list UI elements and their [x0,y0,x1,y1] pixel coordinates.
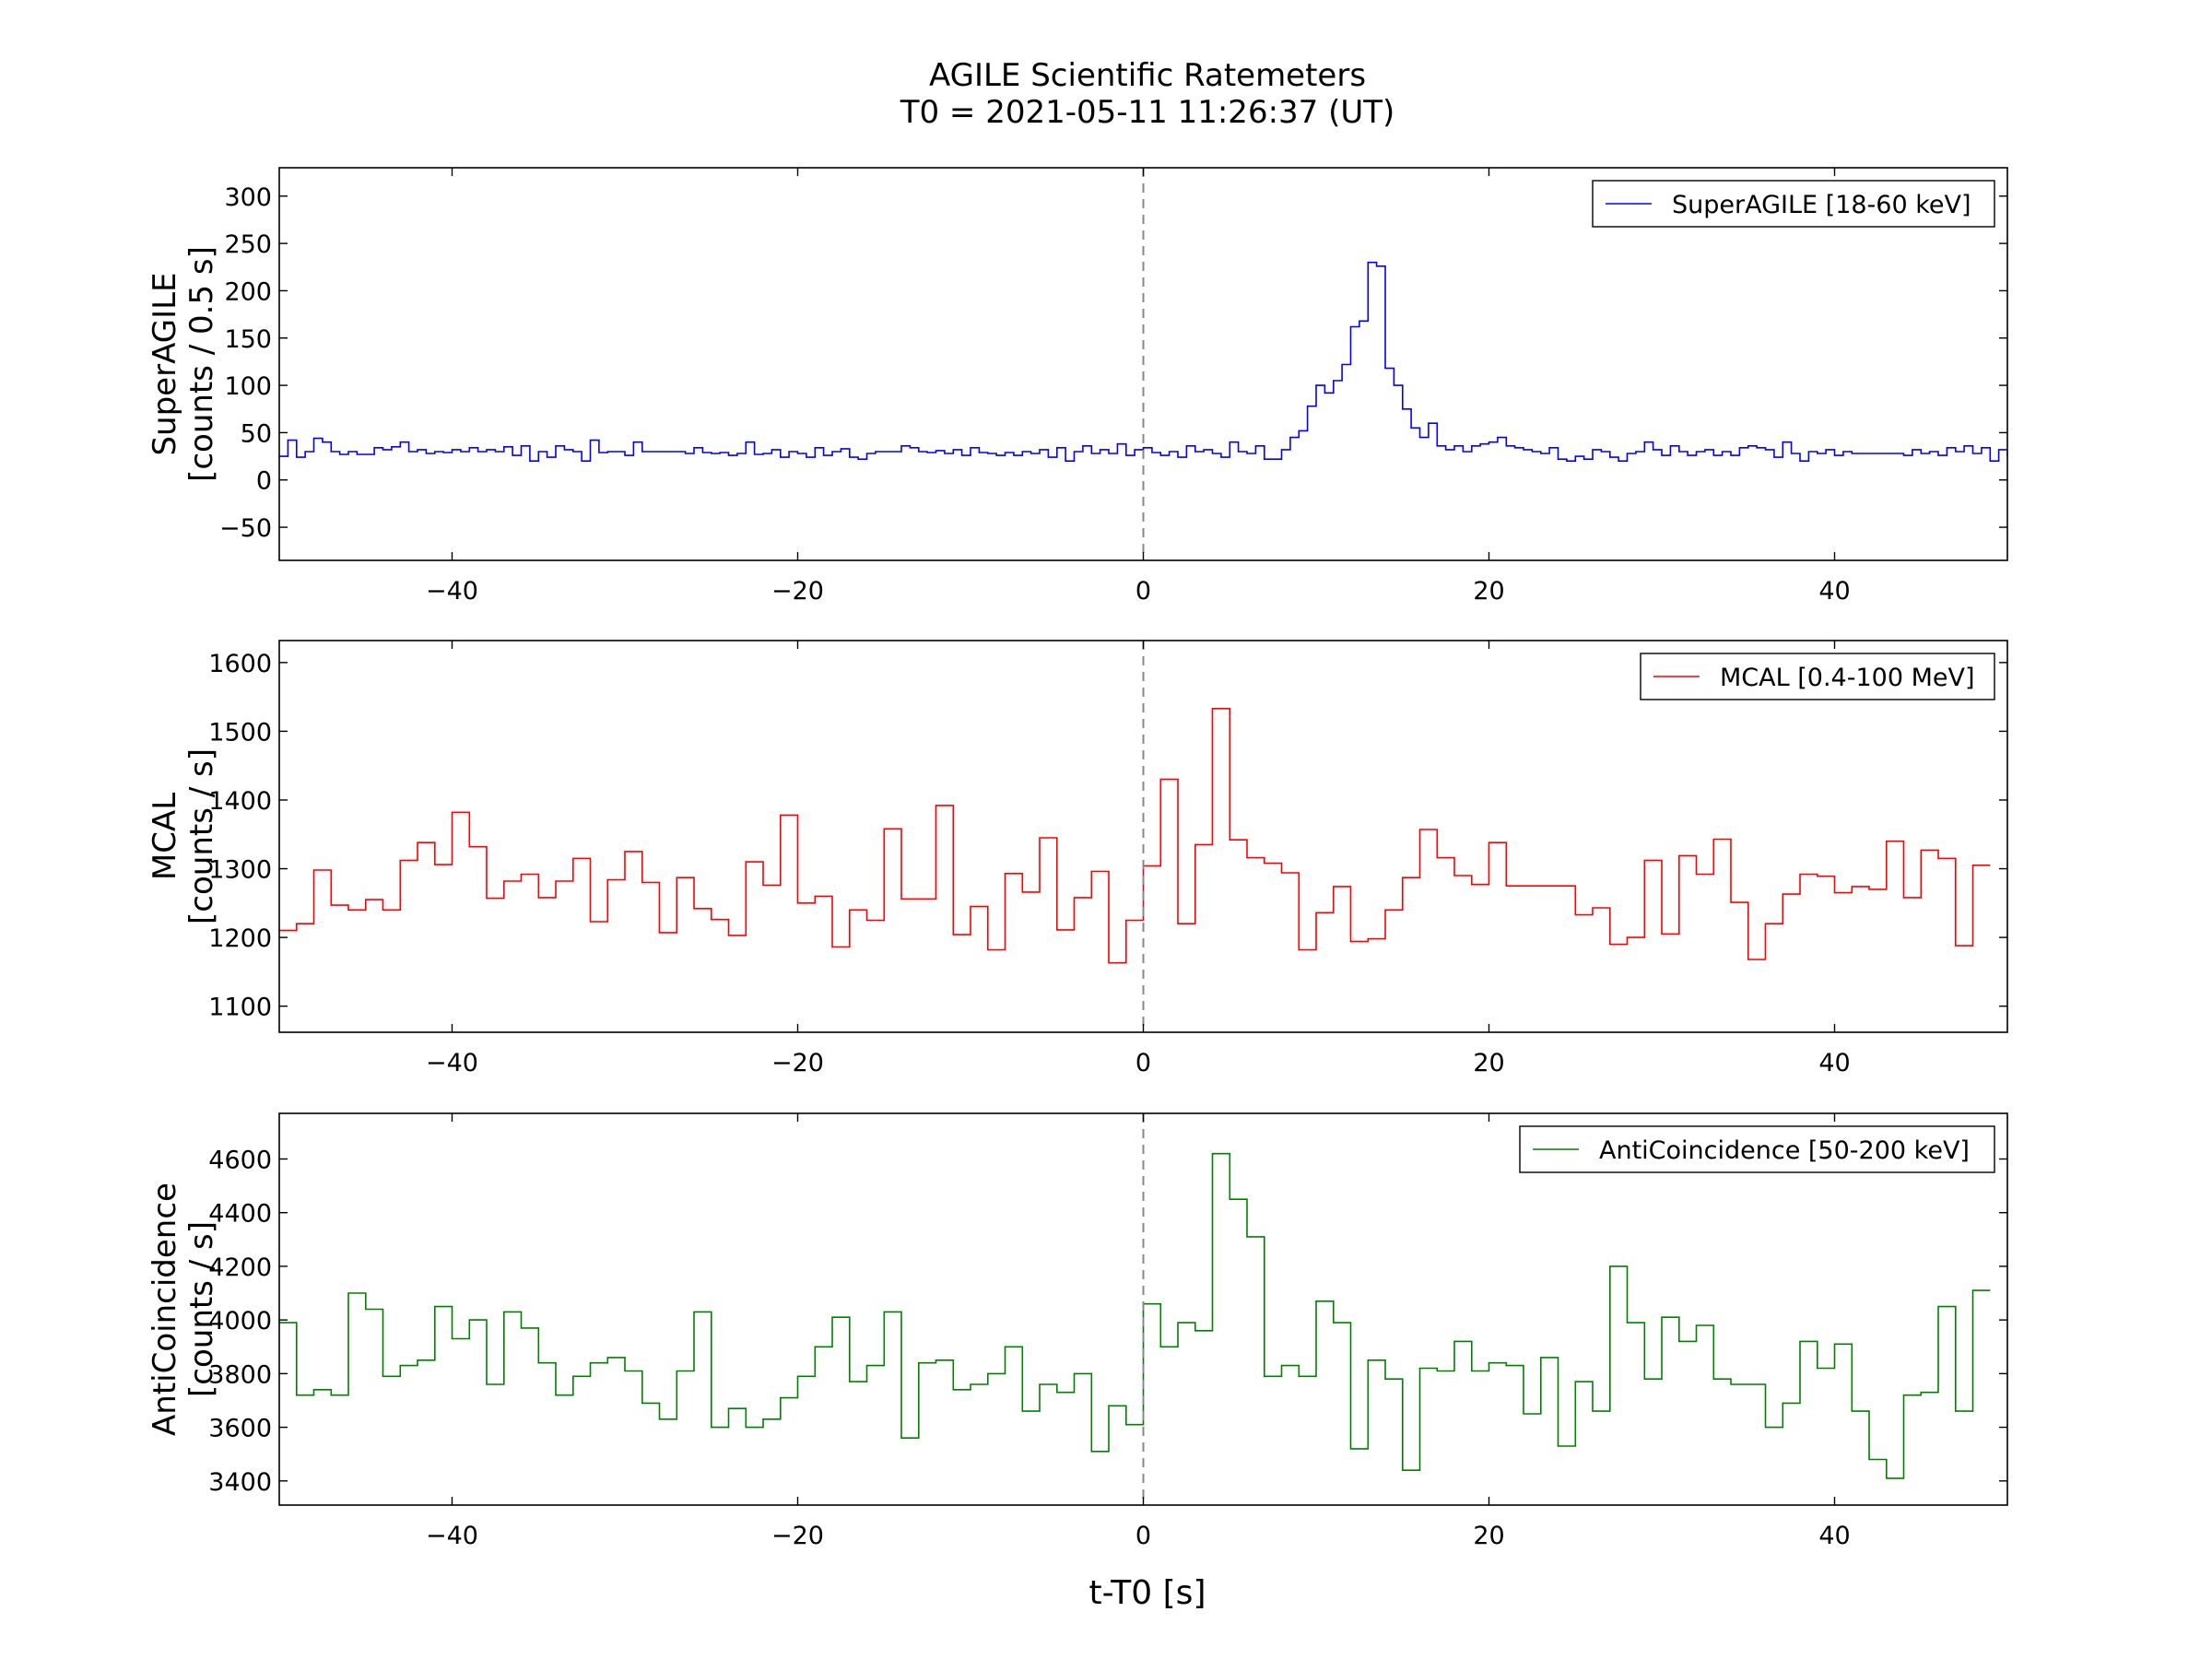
y-tick-label: 1300 [208,856,272,885]
y-tick-label: 4400 [208,1200,272,1229]
y-tick-label: 1500 [208,718,272,747]
y-axis-label-line1: AntiCoincidence [147,1182,183,1436]
y-tick-label: 0 [256,467,272,496]
y-tick-label: 150 [224,325,272,354]
x-tick-label: 40 [1818,1049,1850,1077]
legend-label: SuperAGILE [18-60 keV] [1672,191,1971,219]
y-tick-label: 1100 [208,994,272,1022]
y-axis-label-line2: [counts / s] [183,748,220,924]
y-tick-label: 250 [224,230,272,259]
y-tick-label: 1600 [208,650,272,678]
x-tick-label: −20 [771,1049,824,1077]
x-tick-label: 40 [1818,1522,1850,1550]
legend: AntiCoincidence [50-200 keV] [1519,1125,1995,1173]
y-axis-label: MCAL[counts / s] [147,748,220,924]
y-tick-label: 3400 [208,1468,272,1497]
legend-label: MCAL [0.4-100 MeV] [1720,664,1975,692]
y-tick-label: −50 [219,514,272,543]
figure-subtitle: T0 = 2021-05-11 11:26:37 (UT) [900,94,1395,131]
x-tick-label: 0 [1135,1049,1151,1077]
x-tick-label: −40 [426,1049,478,1077]
y-tick-label: 100 [224,372,272,401]
y-axis-label-line1: MCAL [147,793,183,880]
series-line-1 [279,261,2007,462]
legend: MCAL [0.4-100 MeV] [1640,653,1995,700]
x-tick-label: −40 [426,1522,478,1550]
x-tick-label: 40 [1818,577,1850,606]
y-tick-label: 4600 [208,1146,272,1174]
y-tick-label: 4200 [208,1253,272,1282]
legend: SuperAGILE [18-60 keV] [1592,180,1995,228]
y-tick-label: 50 [241,419,272,448]
panel-3: −40 −20 0 20 40 3400 3600 3800 4000 4200 4400 4600 A… [147,1112,2008,1550]
x-tick-label: 0 [1135,1522,1151,1550]
panel-2: −40 −20 0 20 40 1100 1200 1300 1400 1500 1600 MCAL[… [147,640,2008,1077]
y-tick-label: 300 [224,183,272,212]
x-tick-label: −20 [771,577,824,606]
x-tick-label: 20 [1473,1522,1504,1550]
legend-box [1519,1125,1995,1173]
y-tick-label: 3800 [208,1360,272,1389]
y-tick-label: 1400 [208,787,272,816]
y-axis-label-line1: SuperAGILE [147,272,183,455]
legend-box [1592,180,1995,228]
x-tick-label: 20 [1473,577,1504,606]
series-line-3 [279,1152,1991,1479]
y-axis-label: AntiCoincidence[counts / s] [147,1182,220,1436]
y-axis-label-line2: [counts / 0.5 s] [183,246,220,482]
x-tick-label: 0 [1135,577,1151,606]
x-tick-label: 20 [1473,1049,1504,1077]
y-axis-label: SuperAGILE[counts / 0.5 s] [147,246,220,482]
figure-title: AGILE Scientific Ratemeters [928,57,1367,94]
y-axis-label-line2: [counts / s] [183,1221,220,1397]
y-tick-label: 3600 [208,1415,272,1443]
panel-1: −40 −20 0 20 40 −50 0 50 100 150 200 250 300 SuperAGI… [147,167,2008,606]
y-tick-label: 200 [224,277,272,306]
y-tick-label: 1200 [208,924,272,953]
x-axis-label: t-T0 [s] [1088,1574,1206,1612]
series-line-2 [279,708,1991,964]
x-tick-label: −20 [771,1522,824,1550]
x-tick-label: −40 [426,577,478,606]
legend-label: AntiCoincidence [50-200 keV] [1599,1136,1970,1165]
y-tick-label: 4000 [208,1307,272,1335]
